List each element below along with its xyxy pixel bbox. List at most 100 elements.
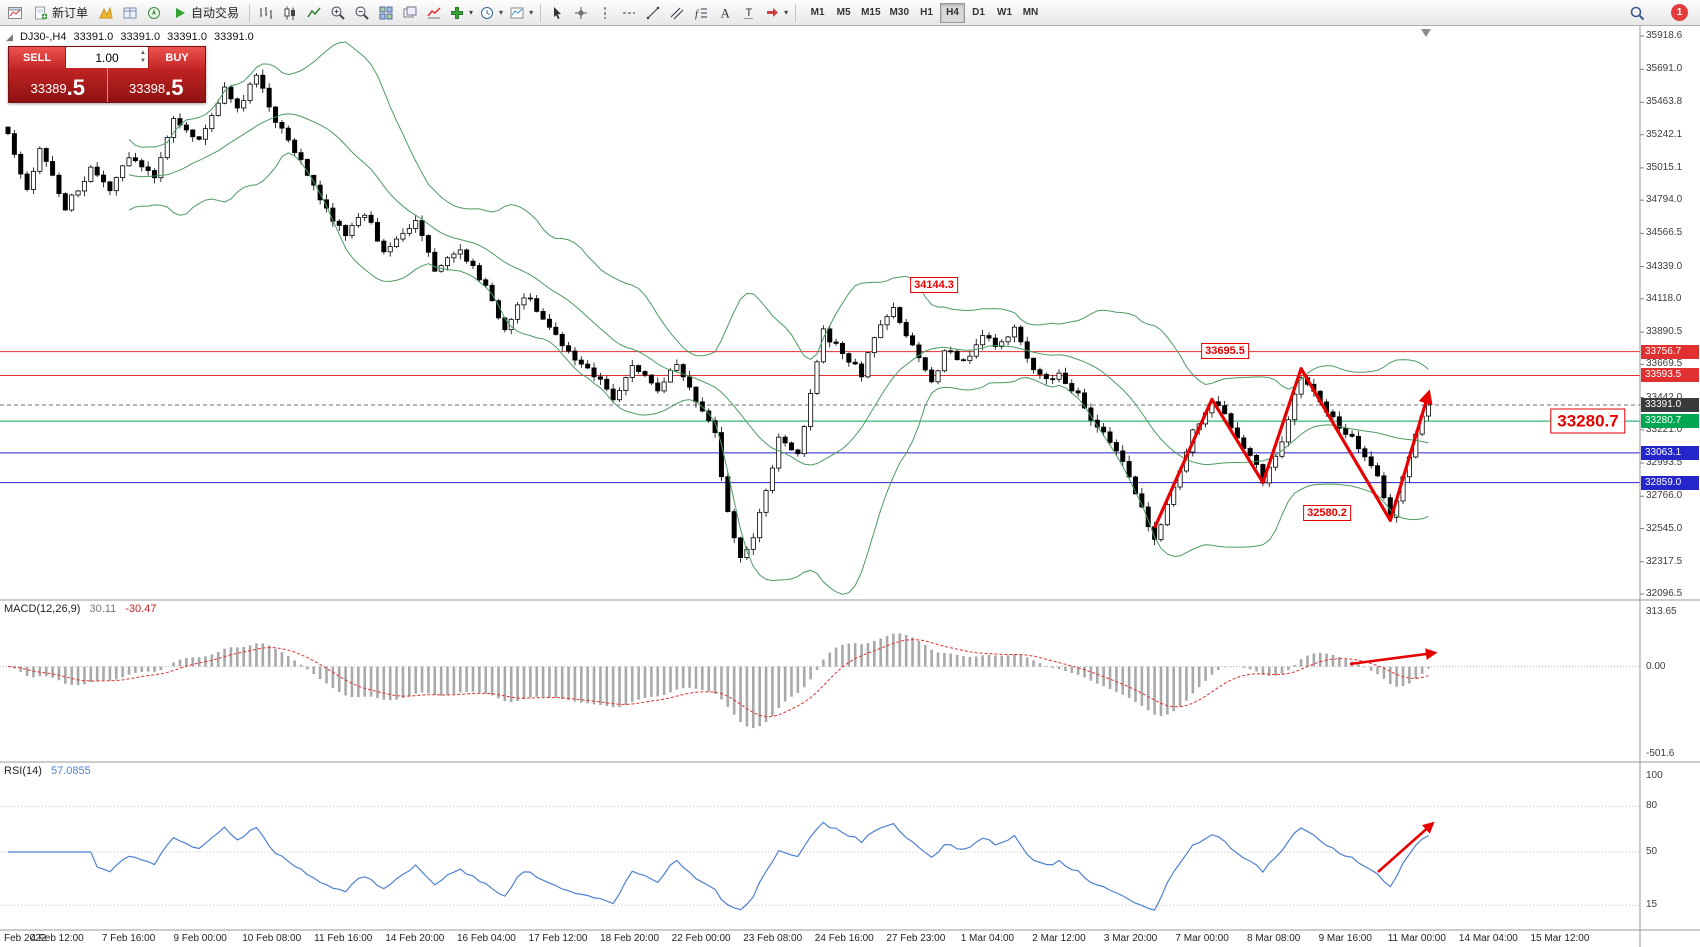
vline-icon	[597, 5, 613, 21]
price-axis-label: 35242.1	[1646, 128, 1683, 140]
vertical-line-button[interactable]	[594, 2, 616, 24]
trendline-button[interactable]	[642, 2, 664, 24]
cursor-button[interactable]	[546, 2, 568, 24]
time-axis-label: 14 Feb 20:00	[385, 933, 445, 944]
toolbar-separator	[249, 3, 251, 22]
notification-badge[interactable]: 1	[1671, 4, 1688, 21]
macd-annotation-arrow[interactable]	[1349, 648, 1438, 666]
time-axis-label: 23 Feb 08:00	[743, 933, 803, 944]
navigator-button[interactable]	[143, 2, 165, 24]
new-order-button[interactable]: 新订单	[28, 2, 93, 24]
time-axis-label: 24 Feb 16:00	[814, 933, 874, 944]
ask-price-big: .5	[165, 75, 184, 100]
price-axis-tag: 33391.0	[1641, 398, 1699, 412]
time-axis-label: 22 Feb 00:00	[671, 933, 731, 944]
charts-window-button[interactable]	[4, 2, 26, 24]
ask-price[interactable]: 33398.5	[107, 68, 205, 102]
market-watch-button[interactable]	[95, 2, 117, 24]
time-axis-label: 18 Feb 20:00	[600, 933, 660, 944]
timeframe-mn-button[interactable]: MN	[1018, 3, 1043, 23]
svg-text:T: T	[746, 7, 753, 19]
text-button[interactable]: A	[714, 2, 736, 24]
indicators-button[interactable]	[423, 2, 445, 24]
tile-windows-button[interactable]	[375, 2, 397, 24]
rsi-annotation-arrow[interactable]	[1377, 821, 1435, 873]
rsi-axis-label: 80	[1646, 800, 1658, 812]
timeframe-m1-button[interactable]: M1	[805, 3, 830, 23]
timeframe-h4-button[interactable]: H4	[940, 2, 965, 23]
time-axis[interactable]: Feb 2022 4 Feb 12:00 7 Feb 16:00 9 Feb 00:0…	[0, 931, 1700, 947]
cascade-windows-button[interactable]	[399, 2, 421, 24]
search-icon[interactable]	[1629, 5, 1645, 21]
text-label-button[interactable]: T	[738, 2, 760, 24]
price-axis-label: 35463.8	[1646, 96, 1683, 108]
channel-button[interactable]	[666, 2, 688, 24]
bars-icon	[258, 5, 274, 21]
periods-button[interactable]: ▾	[477, 2, 505, 24]
price-axis[interactable]: 35918.6 35691.0 35463.8 35242.1 35015.1 34794…	[1640, 0, 1700, 947]
lot-increase-icon[interactable]: ▲	[140, 50, 146, 56]
chart-shift-marker-icon[interactable]	[1421, 29, 1431, 37]
zoom-out-button[interactable]	[351, 2, 373, 24]
add-indicator-button[interactable]: ▾	[447, 2, 475, 24]
rsi-indicator-title: RSI(14) 57.0855	[4, 765, 91, 777]
arrange-icon	[402, 5, 418, 21]
time-axis-label: 1 Mar 04:00	[960, 933, 1015, 944]
timeframe-w1-button[interactable]: W1	[992, 3, 1017, 23]
time-axis-label: 4 Feb 12:00	[30, 933, 84, 944]
expand-panel-icon[interactable]: ◢	[6, 32, 13, 42]
crosshair-button[interactable]	[570, 2, 592, 24]
price-axis-label: 35918.6	[1646, 30, 1683, 41]
fibonacci-button[interactable]: f	[690, 2, 712, 24]
macd-axis-label: 313.65	[1646, 605, 1677, 617]
zoom-in-button[interactable]	[327, 2, 349, 24]
clock-icon	[479, 5, 495, 21]
ohlc-high: 33391.0	[120, 31, 161, 43]
timeframe-m15-button[interactable]: M15	[857, 3, 884, 23]
bid-price[interactable]: 33389.5	[9, 68, 108, 102]
lot-size-field[interactable]: 1.00 ▲ ▼	[65, 47, 149, 68]
macd-indicator-title: MACD(12,26,9) 30.11 -30.47	[4, 603, 156, 615]
candles-icon	[282, 5, 298, 21]
auto-trading-button[interactable]: 自动交易	[167, 2, 244, 24]
time-axis-label: 9 Feb 00:00	[173, 933, 227, 944]
templates-button[interactable]: ▾	[507, 2, 535, 24]
candlesticks	[5, 69, 1432, 563]
channel-icon	[669, 5, 685, 21]
time-axis-label: Feb 2022	[4, 933, 47, 944]
price-axis-tag: 33063.1	[1641, 445, 1699, 460]
data-window-button[interactable]	[119, 2, 141, 24]
horizontal-line-button[interactable]	[618, 2, 640, 24]
rsi-axis-label: 50	[1646, 846, 1658, 857]
line-chart-button[interactable]	[303, 2, 325, 24]
time-axis-label: 7 Mar 00:00	[1175, 933, 1229, 944]
price-axis-label: 34566.5	[1646, 227, 1683, 239]
tile-icon	[378, 5, 394, 21]
rsi-line	[8, 821, 1429, 911]
arrow-shapes-button[interactable]: ▾	[762, 2, 790, 24]
timeframe-m30-button[interactable]: M30	[886, 3, 913, 23]
dropdown-caret-icon: ▾	[784, 8, 789, 17]
lot-spinner[interactable]: ▲ ▼	[140, 49, 146, 65]
bollinger-lower-band	[128, 152, 1429, 595]
lot-decrease-icon[interactable]: ▼	[140, 58, 146, 64]
bar-chart-button[interactable]	[255, 2, 277, 24]
horizontal-level-lines[interactable]	[0, 351, 1640, 484]
trade-panel-controls: SELL 1.00 ▲ ▼ BUY	[9, 47, 205, 68]
timeframe-d1-button[interactable]: D1	[966, 3, 991, 23]
zoom-in-icon	[330, 5, 346, 21]
one-click-trading-panel: SELL 1.00 ▲ ▼ BUY 33389.5 33398.5	[8, 46, 206, 103]
hline-icon	[621, 5, 637, 21]
macd-signal-line	[7, 639, 1429, 718]
candlestick-chart-button[interactable]	[279, 2, 301, 24]
ohlc-close: 33391.0	[214, 31, 254, 43]
price-axis-label: 32317.5	[1646, 555, 1683, 567]
time-axis-label: 7 Feb 16:00	[101, 933, 156, 944]
buy-button[interactable]: BUY	[149, 47, 205, 68]
trend-zigzag-arrow[interactable]	[1153, 367, 1433, 529]
lot-size-value: 1.00	[95, 50, 119, 65]
timeframe-h1-button[interactable]: H1	[914, 3, 939, 23]
timeframe-m5-button[interactable]: M5	[831, 3, 856, 23]
sell-button[interactable]: SELL	[9, 47, 65, 68]
